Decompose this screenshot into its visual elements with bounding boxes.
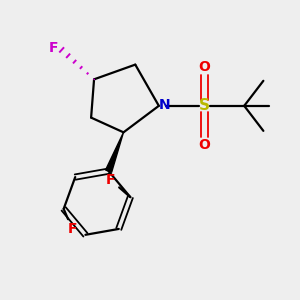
- Text: F: F: [49, 40, 58, 55]
- Text: O: O: [199, 138, 210, 152]
- Text: O: O: [199, 60, 210, 74]
- Text: N: N: [158, 98, 170, 112]
- Text: F: F: [106, 173, 115, 187]
- Text: F: F: [68, 222, 77, 236]
- Text: S: S: [199, 98, 210, 113]
- Polygon shape: [106, 132, 124, 172]
